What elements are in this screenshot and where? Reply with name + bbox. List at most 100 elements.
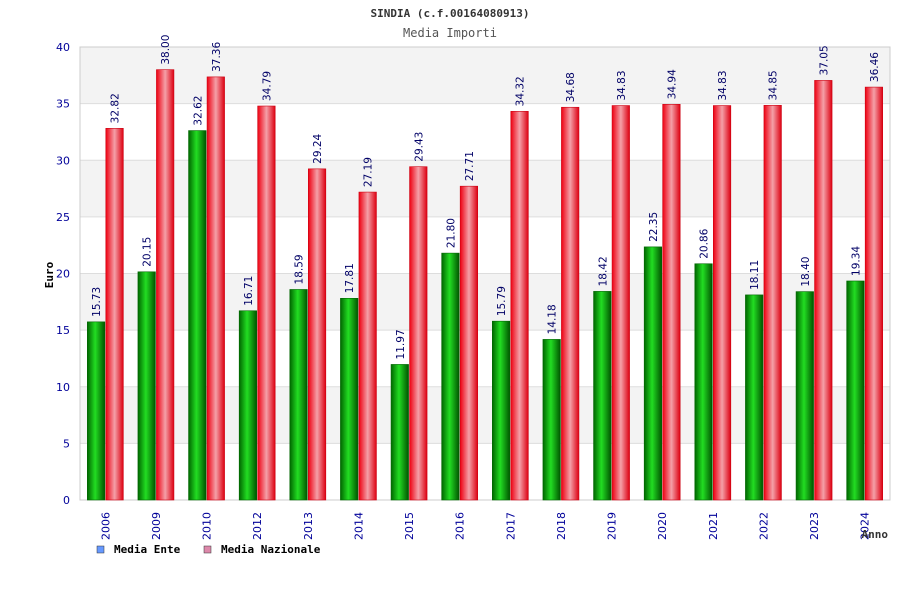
bar-media-nazionale-2014: [358, 191, 377, 501]
x-tick-label-2006: 2006: [99, 512, 112, 540]
data-label-media-ente-2022: 18.11: [749, 260, 761, 290]
bar-media-ente-2022: [745, 294, 764, 501]
x-axis-label: Anno: [862, 528, 889, 541]
data-label-media-nazionale-2017: 34.32: [515, 76, 527, 106]
x-tick-label-2024: 2024: [859, 512, 872, 540]
data-label-media-ente-2012: 16.71: [243, 276, 255, 306]
x-tick-label-2019: 2019: [606, 512, 619, 540]
bar-media-ente-2009: [137, 271, 156, 501]
data-label-media-ente-2020: 22.35: [648, 212, 660, 242]
x-tick-label-2016: 2016: [454, 512, 467, 540]
x-tick-label-2009: 2009: [150, 512, 163, 540]
data-label-media-nazionale-2022: 34.85: [768, 70, 780, 100]
data-label-media-ente-2017: 15.79: [496, 286, 508, 316]
bar-media-nazionale-2009: [156, 69, 175, 501]
x-tick-label-2022: 2022: [757, 512, 770, 540]
x-tick-label-2010: 2010: [201, 512, 214, 540]
y-tick-label: 40: [56, 41, 70, 54]
x-tick-label-2013: 2013: [302, 512, 315, 540]
legend-swatch-media-ente: [96, 545, 105, 554]
x-tick-label-2023: 2023: [808, 512, 821, 540]
data-label-media-nazionale-2020: 34.94: [666, 69, 678, 99]
bar-media-ente-2024: [846, 280, 865, 501]
bar-media-ente-2023: [795, 291, 814, 501]
chart-title: SINDIA (c.f.00164080913): [371, 7, 530, 20]
y-axis-ticks: 0 5 10 15 20 25 30 35 40: [56, 41, 70, 507]
data-label-media-nazionale-2019: 34.83: [616, 70, 628, 100]
data-label-media-ente-2009: 20.15: [142, 237, 154, 267]
data-label-media-ente-2021: 20.86: [699, 228, 711, 258]
bar-media-nazionale-2018: [561, 106, 580, 501]
y-axis-label: Euro: [43, 261, 56, 288]
legend-swatch-media-nazionale: [203, 545, 212, 554]
y-tick-label: 20: [56, 268, 70, 281]
bar-media-ente-2012: [238, 310, 257, 501]
data-label-media-nazionale-2010: 37.36: [211, 42, 223, 72]
bar-media-nazionale-2006: [105, 128, 124, 501]
bars: 15.73 32.82 20.15 38.00 32.62 37.36 16.71 34.79…: [87, 35, 883, 501]
bar-media-ente-2006: [87, 321, 106, 501]
data-label-media-ente-2015: 11.97: [395, 329, 407, 359]
bar-media-nazionale-2016: [459, 185, 478, 501]
data-label-media-ente-2013: 18.59: [294, 254, 306, 284]
x-axis-ticks: 2006 2009 2010 2012 2013 2014 2015 2016 2017 2018…: [99, 512, 871, 540]
bar-media-nazionale-2012: [257, 105, 276, 501]
bar-media-ente-2013: [289, 289, 308, 501]
data-label-media-ente-2016: 21.80: [445, 218, 457, 248]
bar-media-ente-2014: [340, 298, 359, 501]
chart-subtitle: Media Importi: [403, 26, 497, 40]
data-label-media-nazionale-2024: 36.46: [869, 52, 881, 82]
x-tick-label-2021: 2021: [707, 512, 720, 540]
x-tick-label-2015: 2015: [403, 512, 416, 540]
bar-media-ente-2021: [694, 263, 713, 501]
x-tick-label-2020: 2020: [656, 512, 669, 540]
bar-media-ente-2016: [441, 252, 460, 501]
data-label-media-ente-2023: 18.40: [800, 257, 812, 287]
data-label-media-nazionale-2016: 27.71: [464, 151, 476, 181]
legend-label-media-ente: Media Ente: [114, 543, 181, 556]
bar-media-ente-2017: [492, 320, 511, 501]
data-label-media-nazionale-2018: 34.68: [565, 72, 577, 102]
bar-media-ente-2015: [390, 364, 409, 501]
data-label-media-nazionale-2009: 38.00: [160, 35, 172, 65]
y-tick-label: 25: [56, 211, 70, 224]
data-label-media-ente-2018: 14.18: [547, 304, 559, 334]
bar-media-nazionale-2023: [814, 80, 833, 501]
data-label-media-nazionale-2013: 29.24: [312, 133, 324, 163]
y-tick-label: 15: [56, 324, 70, 337]
bar-media-nazionale-2024: [864, 86, 883, 501]
bar-media-ente-2018: [542, 339, 561, 501]
bar-media-nazionale-2017: [510, 111, 529, 501]
y-tick-label: 30: [56, 154, 70, 167]
x-tick-label-2014: 2014: [352, 512, 365, 540]
legend: Media Ente Media Nazionale: [96, 543, 321, 556]
y-tick-label: 10: [56, 381, 70, 394]
x-tick-label-2018: 2018: [555, 512, 568, 540]
x-tick-label-2017: 2017: [504, 512, 517, 540]
legend-label-media-nazionale: Media Nazionale: [221, 543, 321, 556]
data-label-media-nazionale-2023: 37.05: [818, 45, 830, 75]
bar-media-ente-2019: [593, 291, 612, 501]
data-label-media-ente-2019: 18.42: [597, 256, 609, 286]
plot-frame: [79, 46, 891, 501]
x-tick-label-2012: 2012: [251, 512, 264, 540]
bar-media-nazionale-2019: [611, 105, 630, 501]
data-label-media-ente-2010: 32.62: [192, 96, 204, 126]
bar-media-nazionale-2013: [308, 168, 327, 501]
y-tick-label: 5: [63, 437, 70, 450]
y-tick-label: 0: [63, 494, 70, 507]
bar-media-nazionale-2015: [409, 166, 428, 501]
bar-media-nazionale-2010: [206, 76, 225, 501]
bar-media-nazionale-2022: [763, 105, 782, 501]
data-label-media-ente-2014: 17.81: [344, 263, 356, 293]
data-label-media-nazionale-2006: 32.82: [110, 93, 122, 123]
data-label-media-ente-2024: 19.34: [850, 246, 862, 276]
bar-media-nazionale-2021: [713, 105, 732, 501]
bar-media-ente-2010: [188, 130, 207, 501]
data-label-media-nazionale-2014: 27.19: [363, 157, 375, 187]
data-label-media-ente-2006: 15.73: [91, 287, 103, 317]
data-label-media-nazionale-2012: 34.79: [261, 71, 273, 101]
data-label-media-nazionale-2021: 34.83: [717, 70, 729, 100]
y-tick-label: 35: [56, 98, 70, 111]
